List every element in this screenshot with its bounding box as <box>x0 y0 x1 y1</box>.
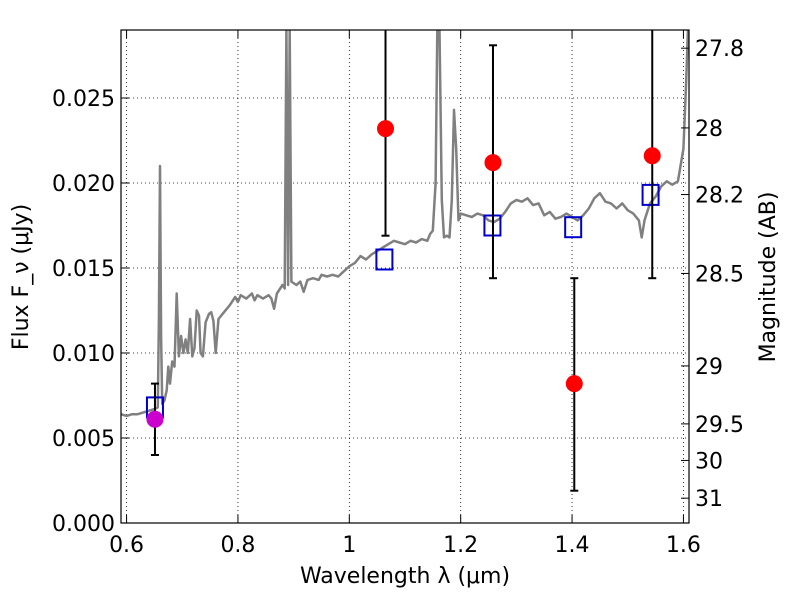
plot-background <box>121 30 689 523</box>
photometry-point <box>377 120 395 138</box>
mag-tick-label: 28 <box>695 117 723 142</box>
mag-tick-label: 31 <box>695 487 723 512</box>
photometry-point <box>565 375 583 393</box>
mag-tick-label: 30 <box>695 449 723 474</box>
mag-tick-label: 28.5 <box>695 262 744 287</box>
x-tick-label: 1.4 <box>555 533 590 558</box>
x-tick-label: 0.6 <box>109 533 144 558</box>
y-axis-right-label: Magnitude (AB) <box>756 192 781 363</box>
x-tick-label: 0.8 <box>220 533 255 558</box>
mag-tick-label: 29 <box>695 355 723 380</box>
photometry-point <box>643 147 661 165</box>
x-tick-label: 1 <box>342 533 356 558</box>
model-square <box>641 183 660 206</box>
y-tick-label: 0.025 <box>52 87 115 112</box>
x-axis-label: Wavelength λ (μm) <box>300 564 510 589</box>
mag-tick-label: 27.8 <box>695 37 744 62</box>
photometry-point <box>484 154 502 172</box>
photometry-point <box>146 410 164 428</box>
y-tick-label: 0.020 <box>52 172 115 197</box>
mag-tick-label: 28.2 <box>695 184 744 209</box>
model-square <box>564 216 583 239</box>
y-tick-label: 0.000 <box>52 512 115 537</box>
x-tick-label: 1.2 <box>443 533 478 558</box>
plot-frame <box>120 29 690 524</box>
model-square <box>375 248 394 271</box>
x-tick-label: 1.6 <box>666 533 701 558</box>
errorbar-layer <box>145 30 661 492</box>
y-axis-label: Flux F_ν (μJy) <box>9 204 34 350</box>
y-tick-label: 0.010 <box>52 342 115 367</box>
axis-ticks: 0.6 0.8 1 1.2 1.4 1.6 0.000 0.005 0.010 0.015 0.02… <box>52 30 744 558</box>
y-tick-label: 0.015 <box>52 257 115 282</box>
y-tick-label: 0.005 <box>52 427 115 452</box>
mag-tick-label: 29.5 <box>695 413 744 438</box>
